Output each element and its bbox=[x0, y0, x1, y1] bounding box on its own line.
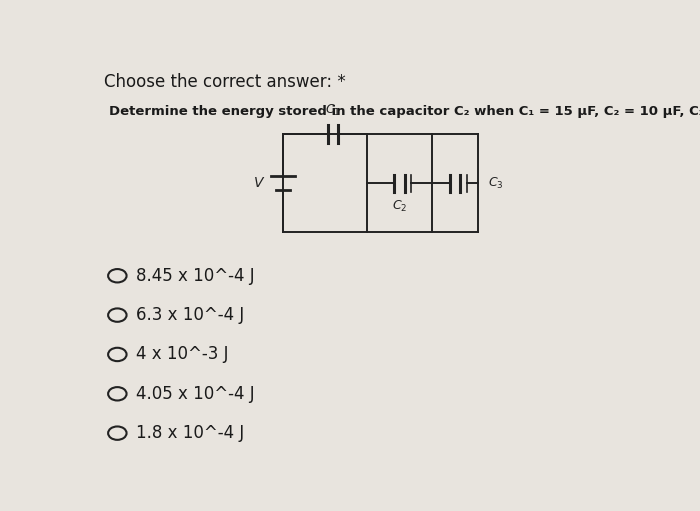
Text: 8.45 x 10^-4 J: 8.45 x 10^-4 J bbox=[136, 267, 255, 285]
Text: $C_3$: $C_3$ bbox=[488, 176, 503, 191]
Text: Choose the correct answer: *: Choose the correct answer: * bbox=[104, 73, 346, 91]
Text: 4 x 10^-3 J: 4 x 10^-3 J bbox=[136, 345, 229, 363]
Text: $C_1$: $C_1$ bbox=[326, 103, 341, 119]
Text: 4.05 x 10^-4 J: 4.05 x 10^-4 J bbox=[136, 385, 255, 403]
Text: V: V bbox=[254, 176, 264, 190]
Text: Determine the energy stored in the capacitor C₂ when C₁ = 15 μF, C₂ = 10 μF, C₃ : Determine the energy stored in the capac… bbox=[109, 105, 700, 118]
Text: 1.8 x 10^-4 J: 1.8 x 10^-4 J bbox=[136, 424, 244, 442]
Text: 6.3 x 10^-4 J: 6.3 x 10^-4 J bbox=[136, 306, 244, 324]
Text: $C_2$: $C_2$ bbox=[392, 199, 407, 214]
